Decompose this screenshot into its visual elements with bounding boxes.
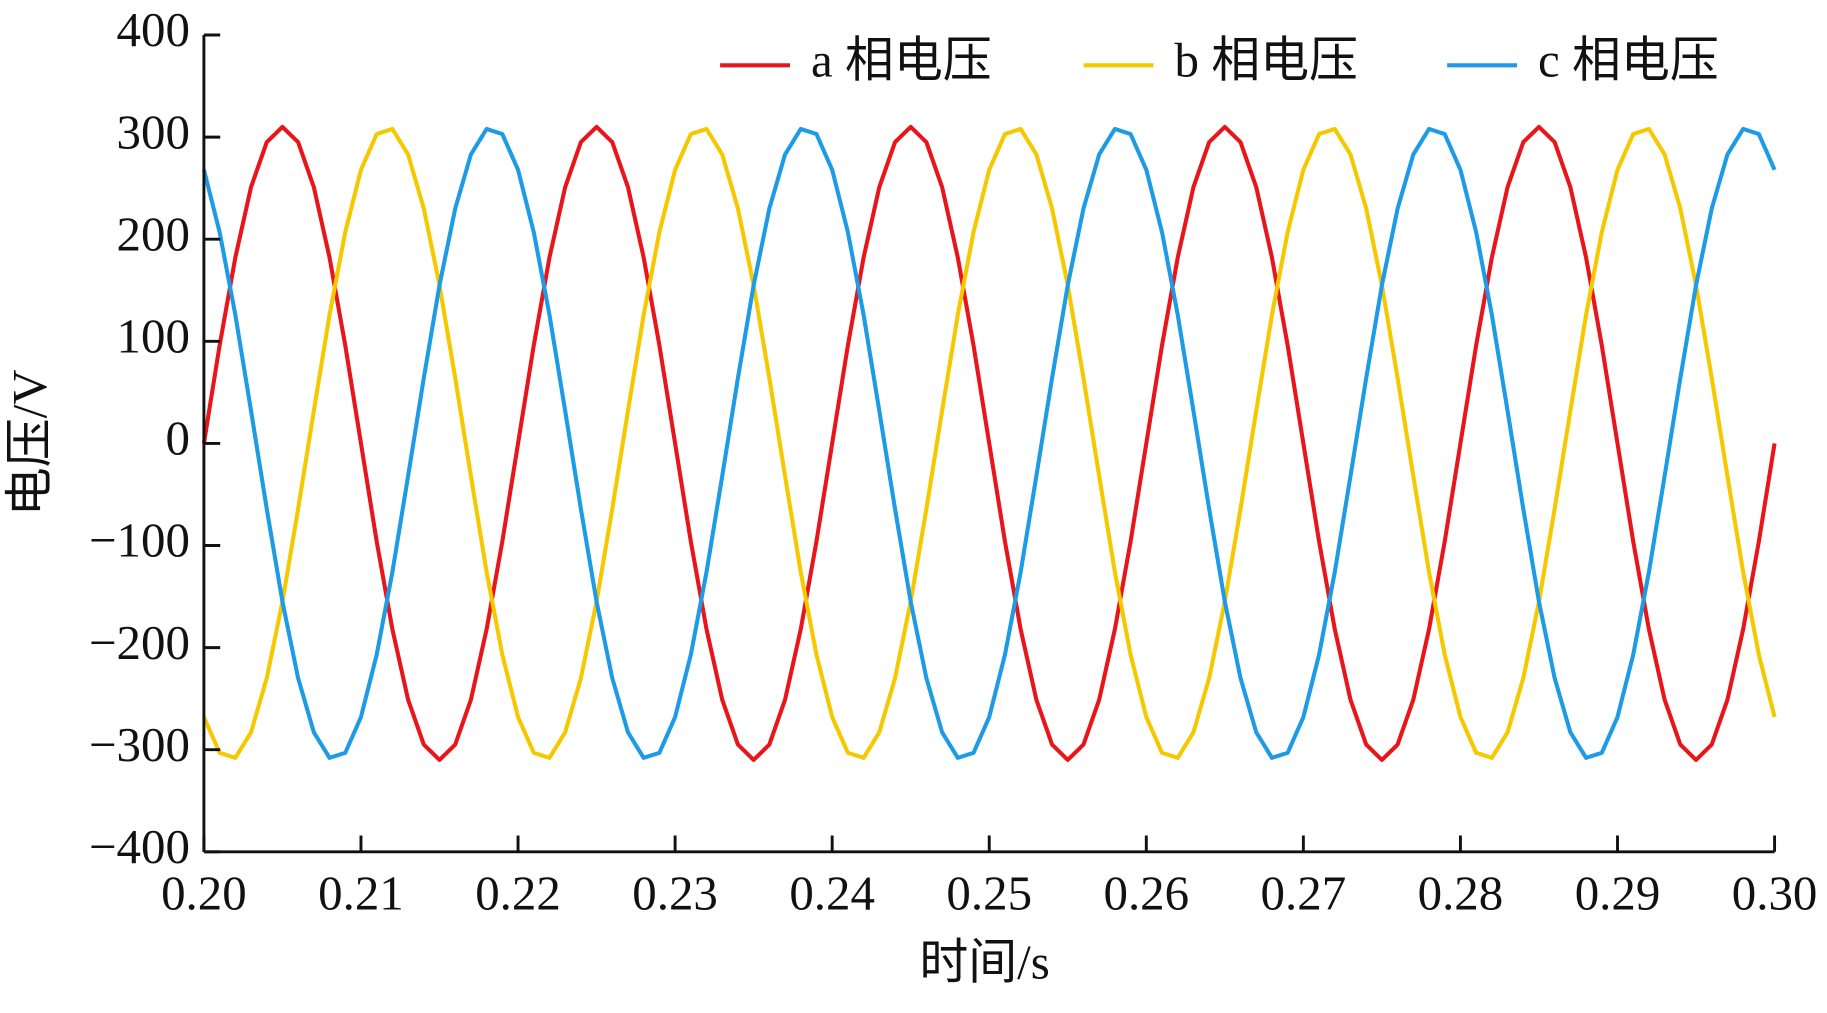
x-axis-label: 时间/s: [919, 934, 1049, 989]
legend-label: c 相电压: [1538, 33, 1719, 88]
series-line: [201, 126, 1777, 760]
x-tick-label: 0.30: [1732, 866, 1818, 921]
y-tick-label: −200: [89, 615, 190, 670]
x-tick-label: 0.21: [318, 866, 404, 921]
x-tick-label: 0.27: [1261, 866, 1347, 921]
y-axis-label: 电压/V: [2, 369, 57, 516]
y-tick-label: −100: [89, 513, 190, 568]
x-tick-label: 0.28: [1418, 866, 1504, 921]
y-tick-label: −300: [89, 717, 190, 772]
x-tick-label: 0.29: [1575, 866, 1661, 921]
x-tick-label: 0.25: [946, 866, 1032, 921]
x-tick-label: 0.23: [632, 866, 718, 921]
x-tick-label: 0.24: [789, 866, 875, 921]
y-tick-label: 400: [117, 2, 190, 57]
series-line: [202, 126, 1777, 760]
y-tick-label: 0: [165, 411, 189, 466]
legend-label: b 相电压: [1175, 33, 1358, 88]
y-tick-label: 100: [117, 309, 190, 364]
x-tick-label: 0.26: [1103, 866, 1189, 921]
x-tick-label: 0.20: [161, 866, 247, 921]
y-tick-label: 200: [117, 206, 190, 261]
series-line: [201, 124, 1777, 762]
y-tick-label: 300: [117, 104, 190, 159]
legend-label: a 相电压: [811, 33, 992, 88]
y-tick-label: −400: [89, 819, 190, 874]
x-tick-label: 0.22: [475, 866, 561, 921]
